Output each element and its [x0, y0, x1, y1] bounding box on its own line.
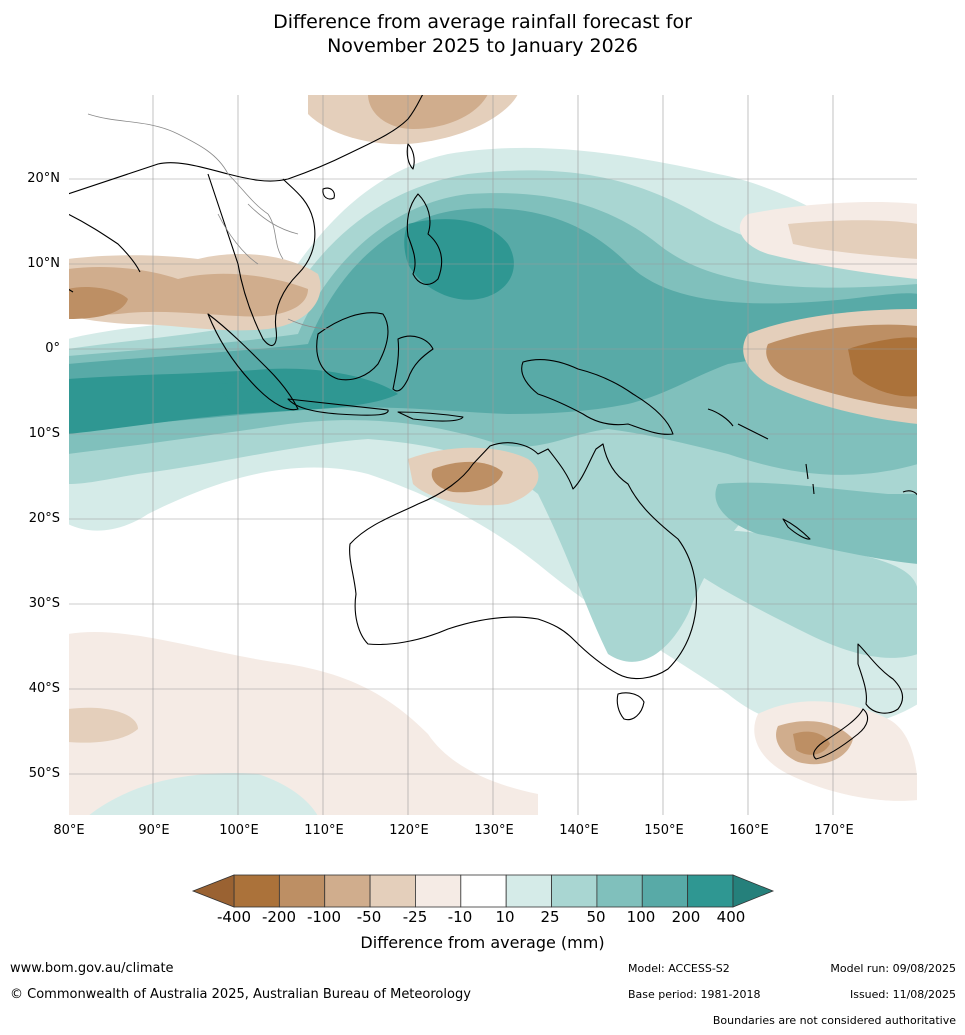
website-link[interactable]: www.bom.gov.au/climate [10, 961, 174, 976]
sulawesi-outline [392, 335, 434, 392]
model-info: Model: ACCESS-S2 [628, 962, 730, 975]
legend-tick: -200 [261, 908, 297, 926]
sumatra-outline [207, 313, 299, 411]
wet-region-strongest-philippines [404, 219, 514, 300]
legend-title: Difference from average (mm) [360, 933, 605, 952]
legend-bin [551, 874, 598, 908]
asia-mainland-outline [68, 94, 424, 195]
dry-region-north-pacific-mid [788, 220, 918, 259]
legend-tick: -10 [447, 908, 473, 926]
legend-bin [460, 874, 507, 908]
legend-bin [324, 874, 371, 908]
lon-label-140e: 140°E [559, 823, 599, 838]
legend-tick: 100 [626, 908, 656, 926]
legend-tick: 200 [671, 908, 701, 926]
hainan-outline [322, 187, 335, 200]
legend-tick: 50 [586, 908, 606, 926]
legend-bin [415, 874, 462, 908]
legend-bin [596, 874, 643, 908]
lat-label-10n: 10°N [27, 256, 60, 271]
legend-bin [641, 874, 689, 908]
lat-label-20n: 20°N [27, 171, 60, 186]
dry-region-south-china-strong [368, 94, 488, 129]
dry-region-southern-ocean [68, 631, 538, 816]
base-period-info: Base period: 1981-2018 [628, 988, 761, 1001]
wet-region-strongest [68, 368, 398, 434]
coastlines [68, 94, 918, 760]
new-guinea-outline [521, 359, 674, 435]
lat-label-10s: 10°S [28, 426, 60, 441]
dry-region-tasman-strong [793, 731, 830, 755]
legend-colorbar [191, 874, 775, 908]
legend-tick: -25 [402, 908, 428, 926]
dry-region-northern-australia-strong [431, 461, 503, 493]
lon-label-90e: 90°E [138, 823, 170, 838]
legend-arrow-above [732, 874, 775, 908]
issued-info: Issued: 11/08/2025 [849, 988, 956, 1001]
new-zealand-south-outline [813, 708, 869, 760]
wet-region-medium-east [715, 482, 918, 564]
dry-region-central-pacific-strong [848, 337, 918, 397]
solomon-islands-outline [707, 408, 769, 440]
legend-tick: -100 [306, 908, 342, 926]
tasmania-outline [616, 692, 645, 721]
legend-arrow-below [191, 874, 235, 908]
legend-tick: 400 [716, 908, 746, 926]
legend-bin [233, 874, 280, 908]
dry-region-southern-ocean-mid [68, 707, 138, 743]
legend-tick: -400 [216, 908, 252, 926]
legend-bin [687, 874, 734, 908]
legend-bin [278, 874, 326, 908]
new-caledonia-outline [782, 518, 811, 540]
philippines-outline [406, 193, 443, 285]
map-title: Difference from average rainfall forecas… [0, 10, 965, 58]
lon-label-130e: 130°E [474, 823, 514, 838]
lat-label-20s: 20°S [28, 511, 60, 526]
lesser-sunda-outline [397, 411, 464, 422]
legend-bins [233, 874, 734, 908]
taiwan-outline [406, 143, 415, 170]
java-outline [287, 398, 389, 416]
lat-label-50s: 50°S [28, 766, 60, 781]
map-frame [68, 94, 918, 816]
lon-label-120e: 120°E [389, 823, 429, 838]
lon-label-170e: 170°E [814, 823, 854, 838]
lat-label-30s: 30°S [28, 596, 60, 611]
map-title-line-1: Difference from average rainfall forecas… [273, 11, 692, 33]
legend-tick: 10 [495, 908, 515, 926]
copyright-notice: © Commonwealth of Australia 2025, Austra… [10, 987, 471, 1002]
lon-label-100e: 100°E [219, 823, 259, 838]
indochina-outline [207, 173, 316, 347]
legend-tick: -50 [356, 908, 382, 926]
lat-label-40s: 40°S [28, 681, 60, 696]
lon-label-160e: 160°E [729, 823, 769, 838]
boundaries-disclaimer: Boundaries are not considered authoritat… [712, 1014, 956, 1027]
wet-region-mid-east [668, 530, 918, 658]
model-run-info: Model run: 09/08/2025 [830, 962, 956, 975]
lon-label-110e: 110°E [304, 823, 344, 838]
map-title-line-2: November 2025 to January 2026 [327, 35, 638, 57]
lon-label-150e: 150°E [644, 823, 684, 838]
new-zealand-north-outline [857, 643, 904, 714]
legend-bin [369, 874, 416, 908]
lon-label-80e: 80°E [53, 823, 85, 838]
wet-region-southern-indian [88, 773, 318, 816]
legend-tick: 25 [540, 908, 560, 926]
rainfall-anomaly-map [68, 94, 918, 816]
legend-bin [505, 874, 552, 908]
lat-label-0: 0° [45, 341, 60, 356]
australia-outline [349, 442, 697, 680]
india-outline [68, 213, 141, 273]
country-borders [87, 113, 334, 330]
borneo-outline [316, 312, 389, 381]
vanuatu-outline [805, 463, 815, 495]
dry-region-andaman [68, 287, 128, 319]
graticule [68, 94, 918, 816]
